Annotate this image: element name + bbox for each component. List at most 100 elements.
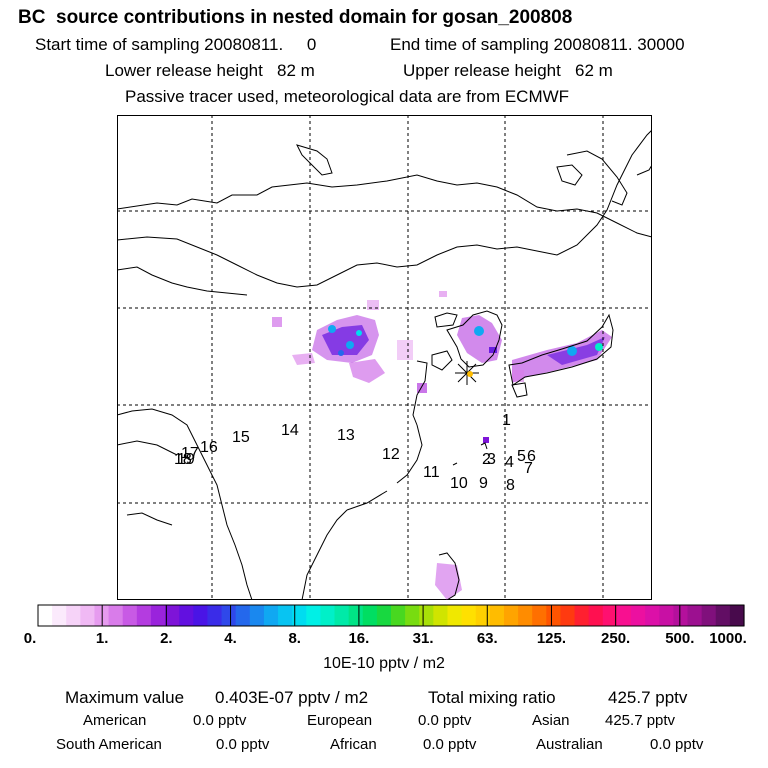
colorbar-cell [362,605,378,626]
region-label: 12 [382,446,400,463]
european-value: 0.0 pptv [418,712,472,729]
asian-label: Asian [532,712,570,729]
colorbar-cell [278,605,293,626]
colorbar-cell [38,605,53,626]
lower-release-height-label: Lower release height 82 m [105,61,315,80]
australian-label: Australian [536,736,603,753]
region-label: 6 [527,448,536,465]
colorbar-tick-label: 1000. [709,630,747,647]
australian-value: 0.0 pptv [650,736,704,753]
colorbar-cell [546,605,562,626]
african-label: African [330,736,377,753]
colorbar-tick-label: 16. [348,630,369,647]
colorbar-tick-label: 63. [477,630,498,647]
start-time-label: Start time of sampling 20080811. 0 [35,35,317,54]
colorbar-cell [376,605,392,626]
colorbar-tick-label: 4. [224,630,237,647]
region-label: 9 [479,475,488,492]
colorbar-cell [66,605,81,626]
region-label: 4 [505,454,514,471]
colorbar-cell [348,605,364,626]
south-american-value: 0.0 pptv [216,736,270,753]
region-label: 10 [450,475,468,492]
colorbar-cell [489,605,505,626]
region-label: 19 [177,451,195,468]
colorbar-cell [122,605,138,626]
colorbar-cell [659,605,674,626]
colorbar-cell [461,605,477,626]
region-label: 3 [487,451,496,468]
colorbar-cell [475,605,491,626]
region-label: 17 [181,445,199,462]
colorbar-cell [602,605,618,626]
colorbar-tick-label: 2. [160,630,173,647]
concentration-plume [272,291,612,600]
colorbar-cells [38,605,745,626]
region-label: 1 [502,412,511,429]
region-label: 15 [232,429,250,446]
region-label: 5 [517,448,526,465]
colorbar-cell [263,605,279,626]
region-label: 7 [524,460,533,477]
region-label: 8 [506,477,515,494]
colorbar-cell [235,605,251,626]
region-label: 16 [200,439,218,456]
colorbar-cell [391,605,406,626]
colorbar-cell [729,605,745,626]
colorbar-cell [673,605,689,626]
asian-value: 425.7 pptv [605,712,676,729]
colorbar-cell [405,605,420,626]
colorbar-cell [518,605,533,626]
colorbar-cell [645,605,660,626]
graticule [117,115,652,600]
colorbar-cell [588,605,604,626]
colorbar-cell [631,605,646,626]
colorbar-cell [687,605,703,626]
colorbar-cell [532,605,547,626]
plot-title: BC source contributions in nested domain… [18,7,573,28]
colorbar-tick-label: 125. [537,630,566,647]
colorbar-tick-label: 500. [665,630,694,647]
colorbar-cell [193,605,209,626]
colorbar-tick-label: 250. [601,630,630,647]
colorbar-cell [207,605,223,626]
colorbar-cell [108,605,124,626]
colorbar-cell [52,605,67,626]
african-value: 0.0 pptv [423,736,477,753]
colorbar-cell [179,605,194,626]
upper-release-height-label: Upper release height 62 m [403,61,613,80]
colorbar-cell [574,605,590,626]
region-label: 11 [423,464,440,481]
south-american-label: South American [56,736,162,753]
colorbar-tick-label: 31. [413,630,434,647]
region-label: 13 [337,427,355,444]
receptor-marker [455,361,479,385]
region-label: 2 [482,451,491,468]
colorbar-tick-label: 1. [96,630,109,647]
colorbar-cell [715,605,731,626]
colorbar-ticks: 0. 1. 2. 4. 8. 16. 31. 63. 125. 250. 500. 1000. [24,605,747,647]
colorbar-cell [136,605,152,626]
american-label: American [83,712,147,729]
region-labels: 1 2 3 4 5 6 7 8 9 10 11 12 13 14 15 16 1… [174,412,536,494]
colorbar-tick-label: 8. [288,630,301,647]
colorbar-cell [616,605,632,626]
colorbar-cell [249,605,265,626]
colorbar-cell [150,605,166,626]
end-time-label: End time of sampling 20080811. 30000 [390,35,685,54]
colorbar-cell [334,605,350,626]
maximum-value: 0.403E-07 pptv / m2 [215,688,369,707]
colorbar: 0. 1. 2. 4. 8. 16. 31. 63. 125. 250. 500. 1000. [24,604,747,647]
region-label: 18 [174,451,192,468]
maximum-value-label: Maximum value [65,688,185,707]
colorbar-cell [701,605,717,626]
colorbar-cell [433,605,449,626]
colorbar-cell [419,605,434,626]
colorbar-cell [306,605,321,626]
european-label: European [307,712,373,729]
american-value: 0.0 pptv [193,712,247,729]
colorbar-cell [503,605,519,626]
colorbar-cell [221,605,237,626]
colorbar-cell [165,605,180,626]
colorbar-cell [80,605,96,626]
